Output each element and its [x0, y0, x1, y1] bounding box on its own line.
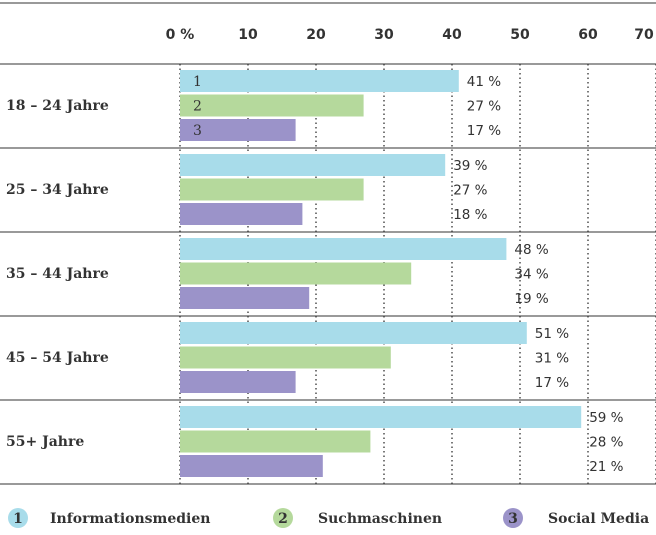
bar [180, 287, 310, 309]
category-label: 18 – 24 Jahre [6, 98, 109, 114]
legend-number: 2 [278, 511, 288, 527]
x-tick-label: 50 [510, 27, 530, 43]
x-tick-label: 20 [306, 27, 326, 43]
bar [180, 346, 391, 369]
x-tick-label: 0 % [166, 27, 195, 43]
value-label: 41 % [467, 74, 501, 90]
bar [180, 406, 582, 428]
bar [180, 178, 364, 201]
value-label: 48 % [514, 242, 548, 258]
legend-marker [8, 508, 28, 528]
legend-marker [503, 508, 523, 528]
bar-series-label: 3 [193, 123, 202, 139]
legend-label: Informationsmedien [50, 511, 210, 527]
bar [180, 371, 296, 393]
category-label: 35 – 44 Jahre [6, 266, 109, 282]
bar [180, 262, 412, 285]
bar [180, 430, 371, 453]
legend-number: 3 [508, 511, 518, 527]
x-tick-label: 60 [578, 27, 598, 43]
legend-label: Social Media [548, 511, 649, 527]
category-label: 55+ Jahre [6, 434, 84, 450]
value-label: 39 % [453, 158, 487, 174]
bar [180, 203, 303, 225]
bar [180, 119, 296, 141]
x-tick-label: 70 [634, 27, 654, 43]
bar [180, 70, 459, 92]
bar [180, 94, 364, 117]
bar-series-label: 1 [193, 74, 202, 90]
value-label: 21 % [589, 459, 623, 475]
value-label: 59 % [589, 410, 623, 426]
legend-marker [273, 508, 293, 528]
x-tick-label: 10 [238, 27, 258, 43]
category-label: 45 – 54 Jahre [6, 350, 109, 366]
bar [180, 322, 527, 344]
category-label: 25 – 34 Jahre [6, 182, 109, 198]
value-label: 19 % [514, 291, 548, 307]
value-label: 34 % [514, 267, 548, 283]
value-label: 28 % [589, 435, 623, 451]
legend-label: Suchmaschinen [318, 511, 442, 527]
x-tick-label: 30 [374, 27, 394, 43]
value-label: 17 % [467, 123, 501, 139]
bar [180, 455, 323, 477]
value-label: 18 % [453, 207, 487, 223]
x-tick-label: 40 [442, 27, 462, 43]
value-label: 27 % [467, 99, 501, 115]
bar-series-label: 2 [193, 99, 202, 115]
value-label: 51 % [535, 326, 569, 342]
value-label: 27 % [453, 183, 487, 199]
value-label: 31 % [535, 351, 569, 367]
value-label: 17 % [535, 375, 569, 391]
legend-number: 1 [13, 511, 23, 527]
bar [180, 238, 507, 260]
bar [180, 154, 446, 176]
